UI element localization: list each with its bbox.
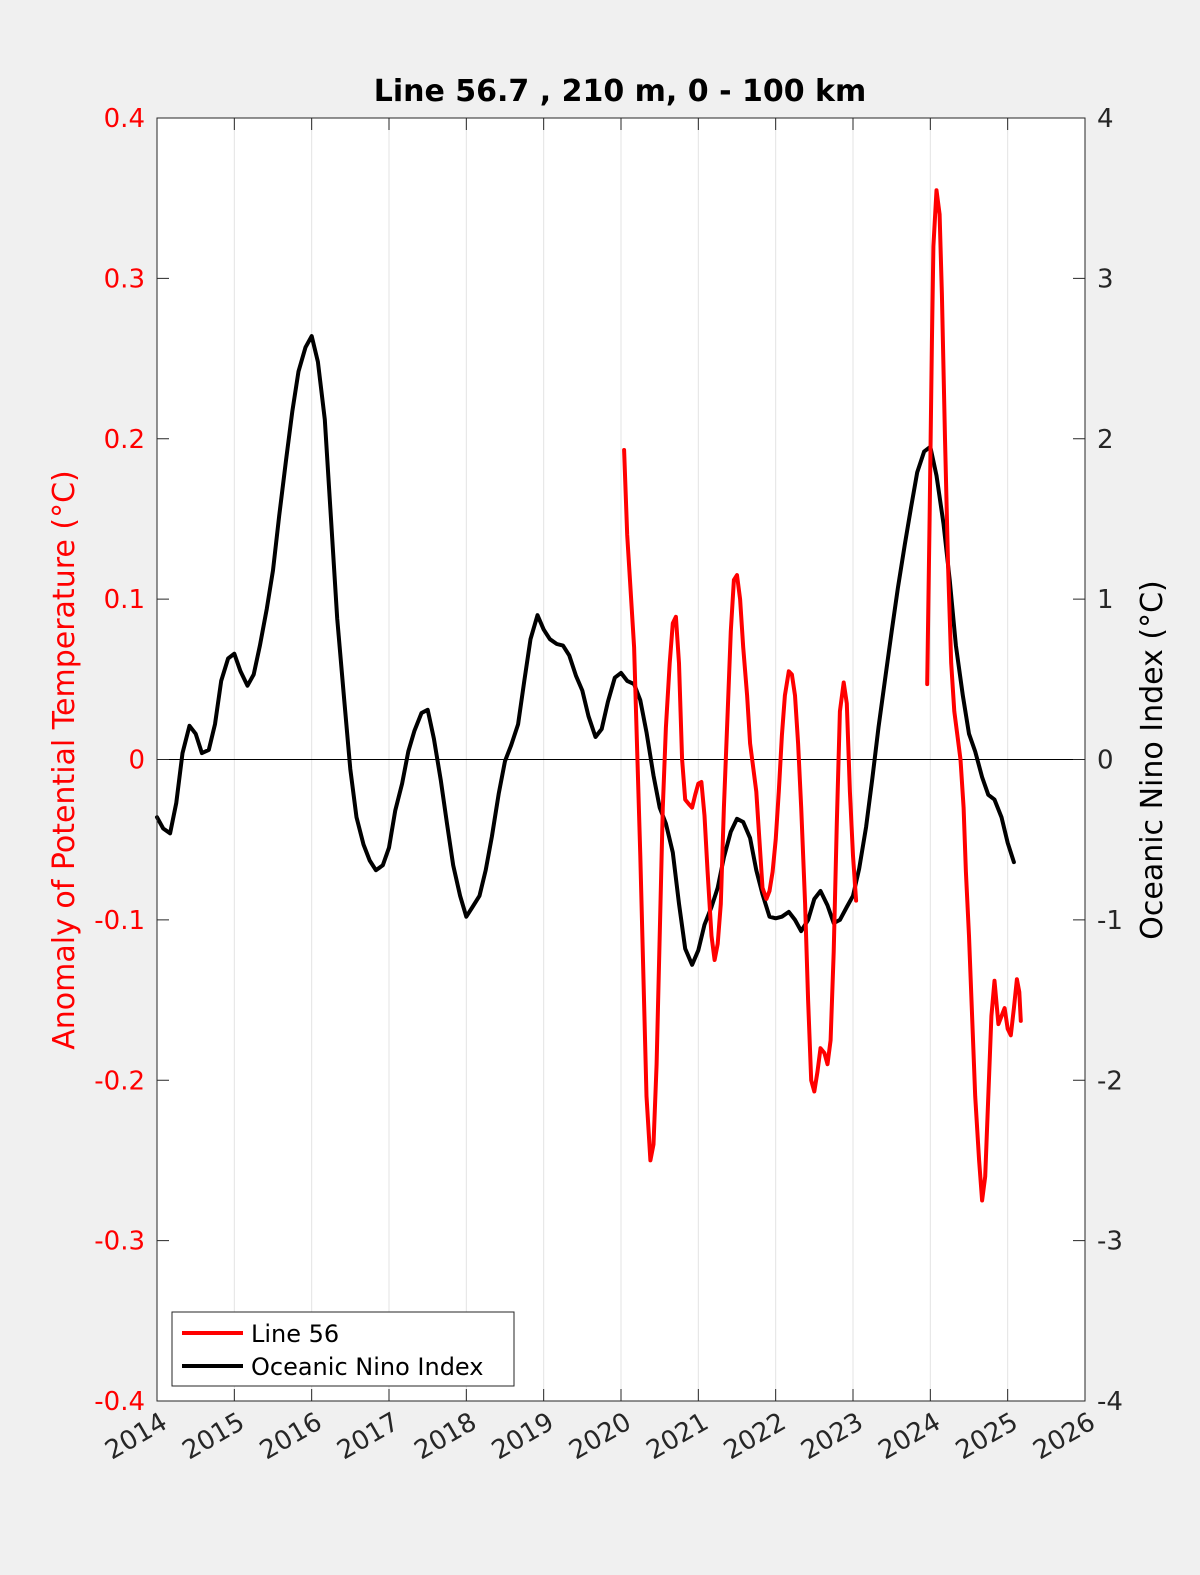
y-left-tick-label: -0.2 <box>94 1066 145 1096</box>
right-axis-title: Oceanic Nino Index (°C) <box>1135 580 1170 940</box>
y-left-tick-label: 0.2 <box>104 425 145 455</box>
line56-line-segment-1 <box>925 188 1023 1203</box>
chart-title: Line 56.7 , 210 m, 0 - 100 km <box>374 74 867 109</box>
y-right-tick-label: 2 <box>1097 425 1114 455</box>
y-left-tick-label: -0.1 <box>94 906 145 936</box>
y-right-tick-label: 1 <box>1097 585 1114 615</box>
y-left-tick-label: 0.3 <box>104 264 145 294</box>
y-left-tick-label: -0.3 <box>94 1227 145 1257</box>
y-right-tick-label: 0 <box>1097 746 1114 776</box>
y-right-tick-label: -3 <box>1097 1227 1123 1257</box>
y-right-tick-label: -4 <box>1097 1387 1123 1417</box>
legend-box <box>171 1311 515 1387</box>
line56-line-segment-0 <box>622 448 859 1163</box>
y-right-tick-label: -2 <box>1097 1066 1123 1096</box>
left-axis-title: Anomaly of Potential Temperature (°C) <box>47 470 82 1049</box>
y-left-tick-label: 0 <box>128 746 145 776</box>
legend-label-oni: Oceanic Nino Index <box>251 1353 483 1381</box>
y-left-tick-label: -0.4 <box>94 1387 145 1417</box>
y-left-tick-label: 0.4 <box>104 104 145 134</box>
series-layer <box>155 188 1023 1203</box>
y-right-tick-label: -1 <box>1097 906 1123 936</box>
legend: Line 56 Oceanic Nino Index <box>171 1311 515 1387</box>
legend-label-line56: Line 56 <box>251 1320 339 1348</box>
y-left-tick-label: 0.1 <box>104 585 145 615</box>
y-right-tick-label: 3 <box>1097 264 1114 294</box>
y-right-tick-label: 4 <box>1097 104 1114 134</box>
oni-line-segment-0 <box>155 334 1016 967</box>
